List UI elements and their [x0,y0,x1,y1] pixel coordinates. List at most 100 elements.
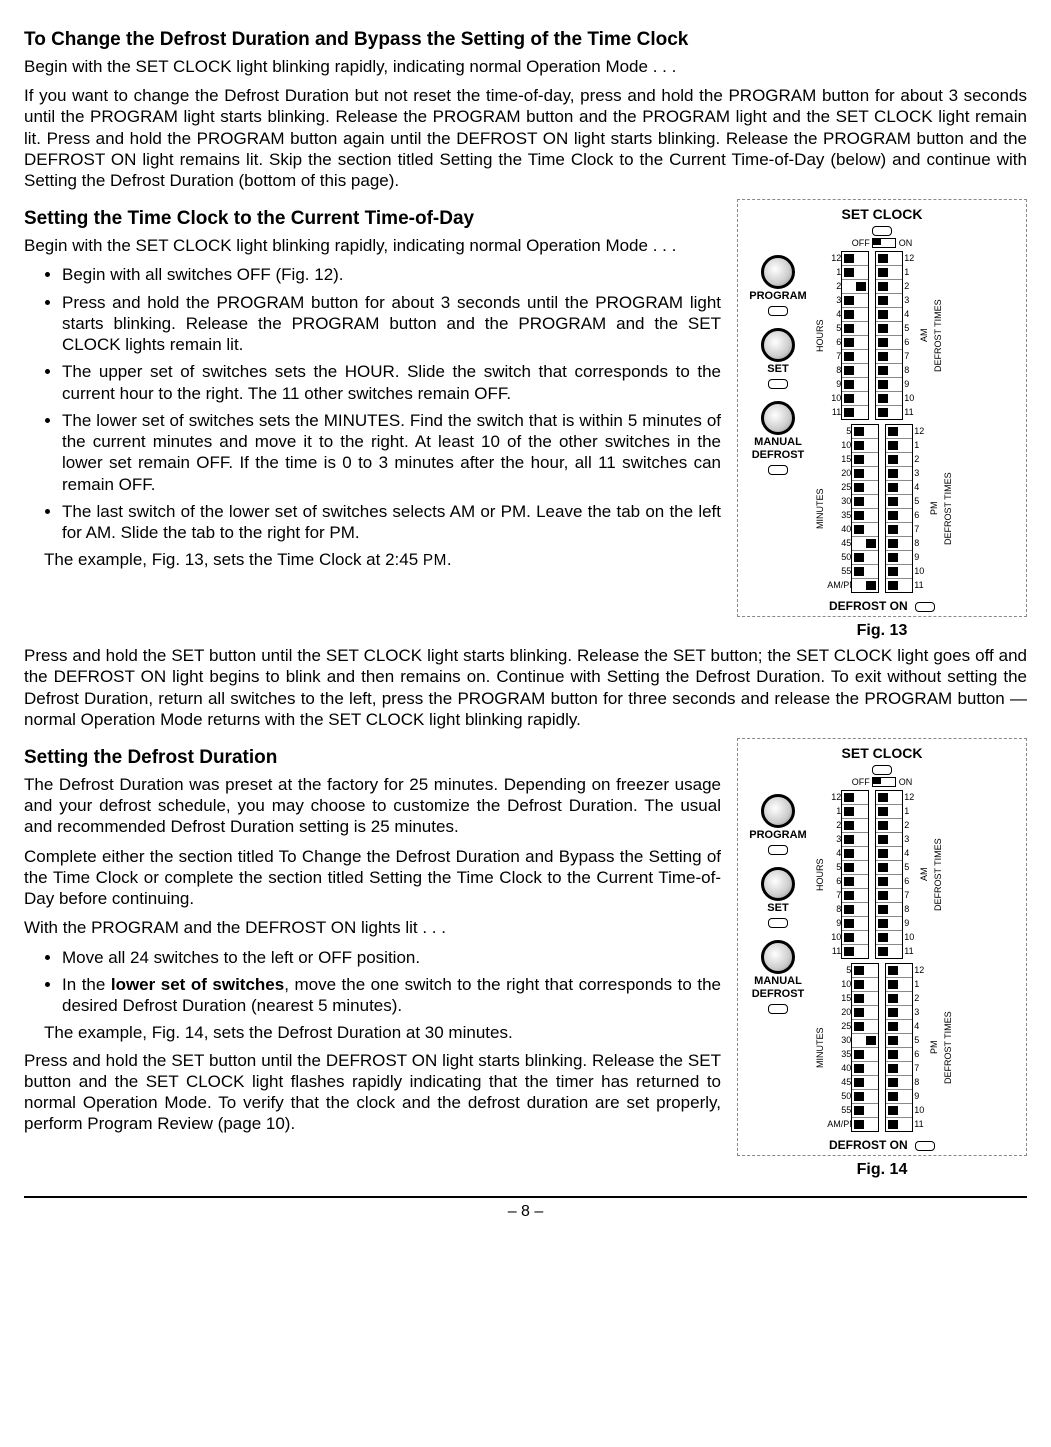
switch [876,364,902,378]
switch [876,252,902,266]
switch [852,1034,878,1048]
switch [852,537,878,551]
switch [886,439,912,453]
panel-button [761,328,795,362]
switch [842,350,868,364]
switch [886,1020,912,1034]
list-item: The lower set of switches sets the MINUT… [62,410,721,495]
switch [886,565,912,579]
switch [876,791,902,805]
switch [842,917,868,931]
switch [842,945,868,958]
switch [852,467,878,481]
list-time-clock: Begin with all switches OFF (Fig. 12). P… [24,264,721,543]
switch [842,336,868,350]
switch [876,308,902,322]
switch [876,322,902,336]
switch [852,439,878,453]
switch [876,917,902,931]
switch [852,481,878,495]
heading-3: Setting the Defrost Duration [24,746,721,770]
switch [852,425,878,439]
switch [852,1076,878,1090]
switch [842,903,868,917]
switch [852,1090,878,1104]
switch [886,495,912,509]
switch [852,579,878,592]
control-panel: SET CLOCKOFF ONPROGRAMSETMANUALDEFROSTHO… [737,199,1027,617]
switch [876,378,902,392]
switch [842,861,868,875]
switch [886,992,912,1006]
switch [852,495,878,509]
footer-rule [24,1196,1027,1198]
panel-button [761,401,795,435]
switch [842,889,868,903]
switch [842,406,868,419]
switch [876,406,902,419]
switch [876,945,902,958]
switch [852,1062,878,1076]
switch [852,1006,878,1020]
paragraph-2: If you want to change the Defrost Durati… [24,85,1027,191]
switch [886,1118,912,1131]
switch [852,978,878,992]
switch [886,523,912,537]
list-item: Move all 24 switches to the left or OFF … [62,947,721,968]
switch [886,467,912,481]
switch [842,791,868,805]
switch [842,308,868,322]
switch [886,1090,912,1104]
switch [886,425,912,439]
list-item: The upper set of switches sets the HOUR.… [62,361,721,404]
switch [886,964,912,978]
list-defrost-duration: Move all 24 switches to the left or OFF … [24,947,721,1017]
list-item: Begin with all switches OFF (Fig. 12). [62,264,721,285]
switch [876,392,902,406]
switch [876,294,902,308]
paragraph-10: Press and hold the SET button until the … [24,1050,721,1135]
switch [876,931,902,945]
paragraph-6: The Defrost Duration was preset at the f… [24,774,721,838]
switch [876,875,902,889]
paragraph-1: Begin with the SET CLOCK light blinking … [24,56,1027,77]
switch [876,280,902,294]
switch [842,280,868,294]
switch [852,1118,878,1131]
figure-14: SET CLOCKOFF ONPROGRAMSETMANUALDEFROSTHO… [737,738,1027,1180]
switch [842,378,868,392]
switch [886,1034,912,1048]
paragraph-7: Complete either the section titled To Ch… [24,846,721,910]
switch [842,931,868,945]
switch [852,565,878,579]
switch [886,537,912,551]
switch [886,1048,912,1062]
switch [842,266,868,280]
switch [852,964,878,978]
switch [842,805,868,819]
heading-2: Setting the Time Clock to the Current Ti… [24,207,721,231]
figure-caption: Fig. 13 [737,621,1027,641]
panel-button [761,794,795,828]
switch [886,579,912,592]
switch [876,889,902,903]
figure-caption: Fig. 14 [737,1160,1027,1180]
switch [886,1062,912,1076]
switch [842,322,868,336]
switch [842,819,868,833]
switch [852,1048,878,1062]
switch [842,847,868,861]
switch [876,266,902,280]
list-item: In the lower set of switches, move the o… [62,974,721,1017]
control-panel: SET CLOCKOFF ONPROGRAMSETMANUALDEFROSTHO… [737,738,1027,1156]
switch [842,833,868,847]
switch [886,1006,912,1020]
switch [842,294,868,308]
switch [852,551,878,565]
page-number: – 8 – [24,1202,1027,1222]
switch [886,453,912,467]
switch [876,805,902,819]
switch [876,903,902,917]
panel-button [761,940,795,974]
switch [876,336,902,350]
